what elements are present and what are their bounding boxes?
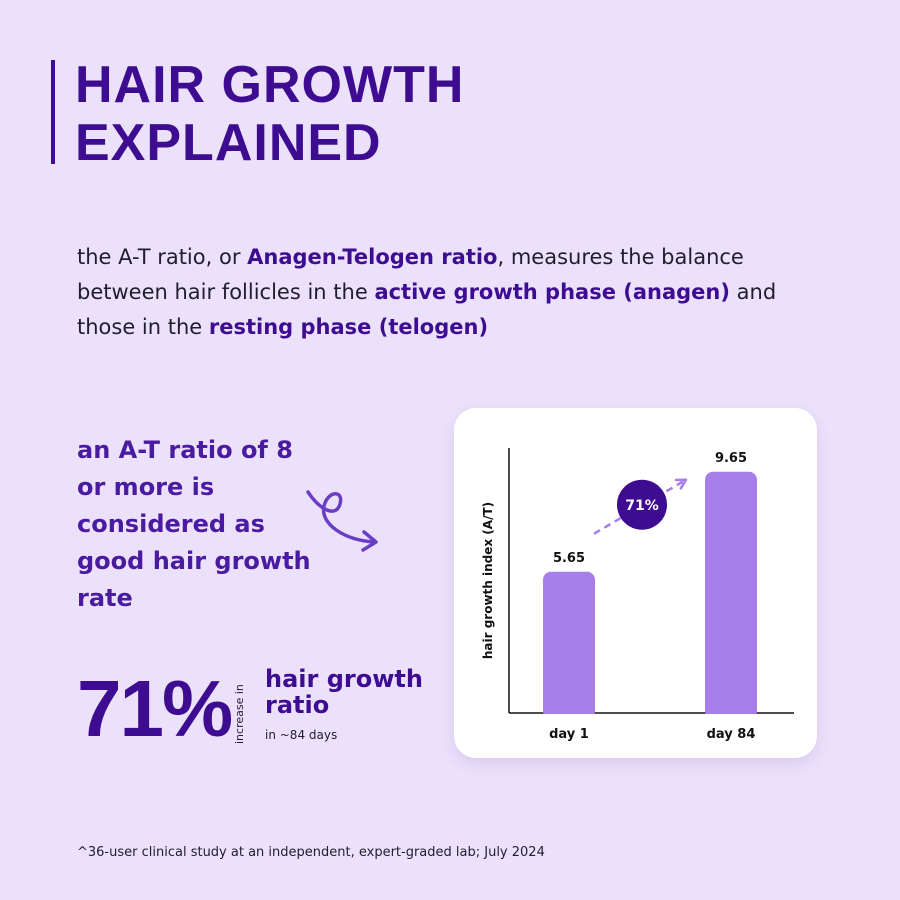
intro-text-2: , measures the balance between hair foll… bbox=[77, 245, 744, 304]
ratio-callout-line-2: or more is bbox=[77, 473, 215, 501]
bar-1 bbox=[543, 571, 595, 719]
intro-highlight-resting-phase: resting phase (telogen) bbox=[208, 315, 489, 339]
stat-label-line-1: hair growth bbox=[265, 665, 423, 693]
bar-value-label-2: 9.65 bbox=[715, 451, 747, 466]
growth-badge bbox=[617, 479, 667, 530]
stat-label: hair growth ratio bbox=[265, 666, 423, 718]
bar-2 bbox=[705, 471, 757, 719]
intro-highlight-active-phase: active growth phase (anagen) bbox=[374, 280, 730, 304]
footnote: ^36-user clinical study at an independen… bbox=[77, 845, 545, 860]
curly-arrow-icon bbox=[306, 490, 378, 552]
stat-increase-label: increase in bbox=[233, 684, 246, 744]
title-accent-bar bbox=[51, 60, 55, 164]
stat-value: 71% bbox=[77, 664, 233, 753]
ratio-callout: an A-T ratio of 8 or more is considered … bbox=[77, 432, 337, 617]
intro-paragraph: the A-T ratio, or Anagen-Telogen ratio, … bbox=[77, 240, 837, 345]
x-tick-label-1: day 1 bbox=[549, 727, 589, 742]
bar-chart: hair growth index (A/T) 5.65 day 1 9.65 day … bbox=[481, 448, 800, 742]
y-axis-label: hair growth index (A/T) bbox=[481, 502, 495, 659]
axis-mask bbox=[510, 714, 800, 722]
chart-card: hair growth index (A/T) 5.65 day 1 9.65 day … bbox=[454, 408, 817, 758]
growth-badge-label: 71% bbox=[625, 498, 659, 514]
ratio-callout-line-1: an A-T ratio of 8 bbox=[77, 436, 293, 464]
ratio-callout-line-3: considered as bbox=[77, 510, 265, 538]
page-title-line-2: EXPLAINED bbox=[75, 114, 382, 172]
intro-highlight-anagen-telogen: Anagen-Telogen ratio bbox=[247, 245, 498, 269]
page-title: HAIR GROWTH EXPLAINED bbox=[75, 56, 464, 172]
stat-label-line-2: ratio bbox=[265, 691, 330, 719]
page-title-line-1: HAIR GROWTH bbox=[75, 56, 465, 114]
ratio-callout-line-4: good hair growth bbox=[77, 547, 311, 575]
growth-arrowhead bbox=[674, 478, 688, 490]
bar-value-label-1: 5.65 bbox=[553, 551, 585, 566]
x-tick-label-2: day 84 bbox=[707, 727, 756, 742]
intro-text-3: and those in the bbox=[77, 280, 777, 339]
stat-sublabel: in ~84 days bbox=[265, 728, 338, 742]
ratio-callout-line-5: rate bbox=[77, 584, 133, 612]
intro-text-1: the A-T ratio, or bbox=[77, 245, 248, 269]
